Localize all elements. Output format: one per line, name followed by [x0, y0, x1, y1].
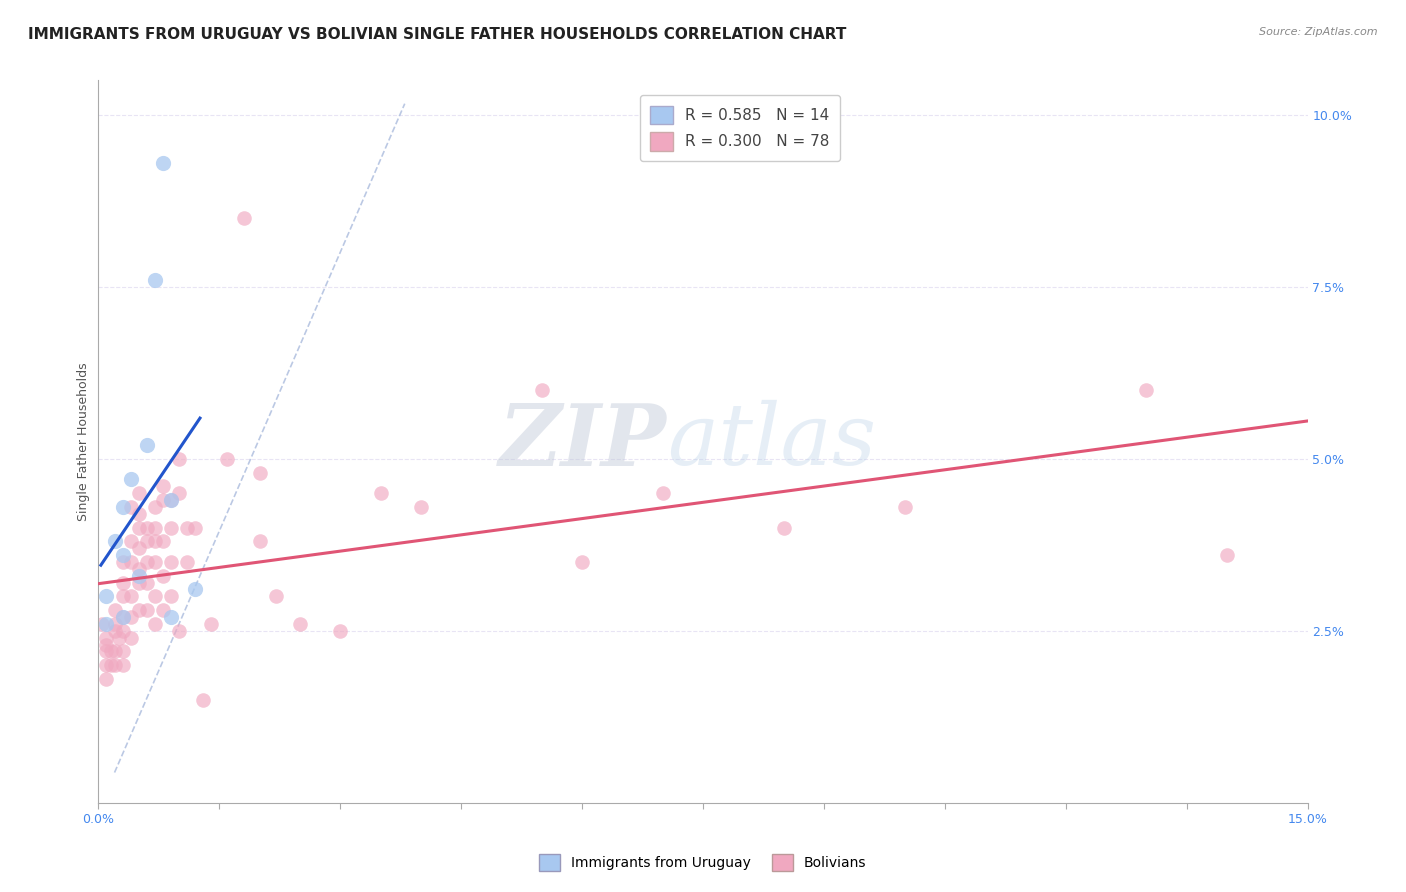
Point	[111, 658, 134, 673]
Point	[120, 590, 142, 604]
Point	[103, 603, 125, 617]
Point	[120, 534, 142, 549]
Point	[152, 534, 174, 549]
Point	[103, 624, 125, 638]
Point	[409, 500, 432, 514]
Point	[176, 520, 198, 534]
Point	[135, 438, 157, 452]
Point	[249, 534, 271, 549]
Point	[100, 644, 122, 658]
Point	[107, 631, 129, 645]
Point	[111, 575, 134, 590]
Point	[135, 603, 157, 617]
Point	[103, 534, 125, 549]
Text: atlas: atlas	[666, 401, 876, 483]
Point	[530, 383, 553, 397]
Point	[893, 500, 915, 514]
Point	[249, 466, 271, 480]
Point	[160, 493, 183, 508]
Point	[111, 610, 134, 624]
Point	[152, 603, 174, 617]
Point	[128, 486, 150, 500]
Point	[91, 616, 114, 631]
Point	[160, 493, 183, 508]
Point	[184, 520, 207, 534]
Point	[200, 616, 222, 631]
Point	[96, 616, 118, 631]
Point	[143, 616, 166, 631]
Text: Source: ZipAtlas.com: Source: ZipAtlas.com	[1260, 27, 1378, 37]
Point	[128, 562, 150, 576]
Point	[111, 624, 134, 638]
Point	[96, 644, 118, 658]
Point	[143, 520, 166, 534]
Point	[103, 616, 125, 631]
Point	[176, 555, 198, 569]
Point	[96, 590, 118, 604]
Point	[152, 479, 174, 493]
Point	[160, 555, 183, 569]
Point	[128, 541, 150, 556]
Point	[111, 644, 134, 658]
Point	[111, 555, 134, 569]
Point	[103, 658, 125, 673]
Point	[120, 610, 142, 624]
Point	[160, 590, 183, 604]
Point	[160, 520, 183, 534]
Point	[143, 555, 166, 569]
Point	[128, 507, 150, 521]
Point	[128, 603, 150, 617]
Point	[232, 211, 254, 225]
Point	[167, 624, 190, 638]
Point	[651, 486, 673, 500]
Point	[143, 273, 166, 287]
Point	[329, 624, 352, 638]
Point	[100, 658, 122, 673]
Point	[370, 486, 392, 500]
Point	[111, 590, 134, 604]
Point	[135, 520, 157, 534]
Point	[135, 575, 157, 590]
Point	[135, 555, 157, 569]
Point	[128, 568, 150, 582]
Point	[1135, 383, 1157, 397]
Text: IMMIGRANTS FROM URUGUAY VS BOLIVIAN SINGLE FATHER HOUSEHOLDS CORRELATION CHART: IMMIGRANTS FROM URUGUAY VS BOLIVIAN SING…	[28, 27, 846, 42]
Text: ZIP: ZIP	[499, 400, 666, 483]
Point	[135, 534, 157, 549]
Point	[111, 500, 134, 514]
Point	[143, 590, 166, 604]
Point	[217, 451, 239, 466]
Point	[128, 575, 150, 590]
Point	[103, 644, 125, 658]
Point	[571, 555, 593, 569]
Point	[128, 520, 150, 534]
Point	[96, 658, 118, 673]
Point	[143, 500, 166, 514]
Point	[96, 672, 118, 686]
Point	[167, 451, 190, 466]
Point	[184, 582, 207, 597]
Point	[160, 610, 183, 624]
Point	[111, 548, 134, 562]
Point	[152, 568, 174, 582]
Point	[120, 500, 142, 514]
Legend: R = 0.585   N = 14, R = 0.300   N = 78: R = 0.585 N = 14, R = 0.300 N = 78	[640, 95, 841, 161]
Point	[96, 631, 118, 645]
Point	[288, 616, 311, 631]
Point	[167, 486, 190, 500]
Legend: Immigrants from Uruguay, Bolivians: Immigrants from Uruguay, Bolivians	[534, 848, 872, 876]
Point	[120, 472, 142, 486]
Point	[193, 692, 215, 706]
Point	[120, 555, 142, 569]
Point	[120, 631, 142, 645]
Point	[152, 156, 174, 170]
Point	[264, 590, 287, 604]
Point	[96, 638, 118, 652]
Point	[152, 493, 174, 508]
Point	[143, 534, 166, 549]
Point	[772, 520, 794, 534]
Point	[111, 610, 134, 624]
Point	[1216, 548, 1239, 562]
Y-axis label: Single Father Households: Single Father Households	[77, 362, 90, 521]
